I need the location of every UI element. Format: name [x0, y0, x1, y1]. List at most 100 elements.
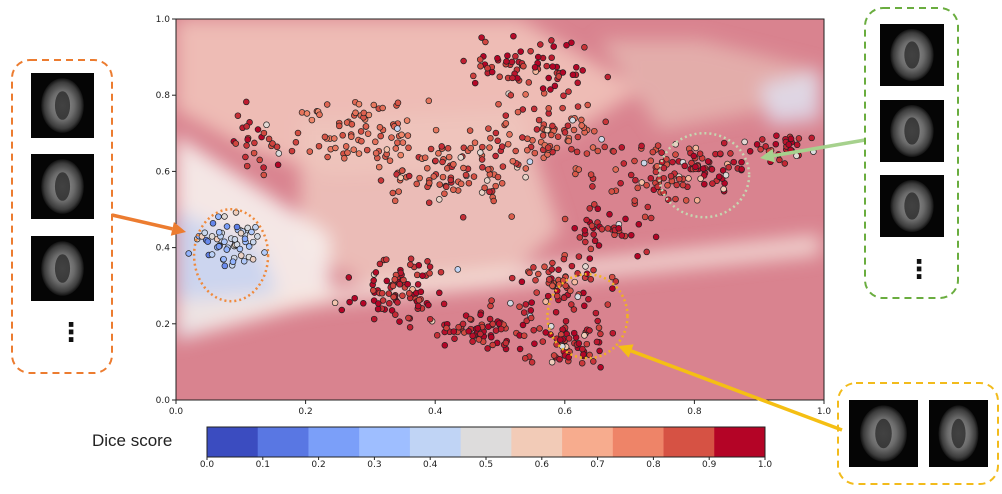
scatter-point [243, 98, 250, 106]
scatter-point [560, 294, 568, 302]
colorbar-tick-label: 0.9 [702, 460, 717, 470]
scatter-point [609, 329, 617, 337]
scatter-point [346, 298, 353, 306]
scatter-point [241, 235, 249, 243]
scatter-point [486, 315, 494, 323]
scatter-point [294, 129, 302, 137]
scatter-point [548, 37, 555, 44]
scatter-point [569, 71, 577, 79]
colorbar-tick-label: 0.6 [535, 460, 550, 470]
scatter-point [229, 258, 237, 265]
scatter-point [363, 146, 371, 154]
scatter-point [583, 340, 591, 348]
scatter-point [587, 171, 595, 178]
scatter-point [561, 215, 569, 223]
scatter-point [573, 64, 580, 71]
scatter-point [403, 117, 411, 124]
y-tick-label: 0.6 [156, 167, 171, 177]
scatter-points [185, 32, 817, 371]
scatter-point [550, 352, 558, 359]
scatter-point [379, 297, 387, 304]
scatter-point [376, 124, 384, 131]
scatter-point [374, 305, 382, 313]
colorbar-title: Dice score [92, 431, 173, 450]
scatter-point [261, 249, 268, 256]
scatter-point [251, 139, 258, 147]
colorbar-swatch [257, 427, 309, 457]
scatter-point [563, 41, 570, 49]
scatter-point [618, 232, 626, 239]
scatter-point [590, 358, 597, 365]
scatter-point [667, 172, 675, 180]
scatter-point [372, 138, 379, 146]
scatter-point [377, 177, 385, 184]
scatter-point [490, 197, 497, 205]
scatter-point [494, 55, 501, 62]
scatter-point [388, 307, 396, 314]
scatter-point [602, 118, 609, 126]
scatter-point [565, 88, 572, 95]
scatter-point [519, 134, 526, 141]
scatter-point [372, 269, 380, 276]
scatter-point [383, 277, 391, 285]
scatter-point [426, 315, 434, 323]
scatter-point [499, 163, 507, 170]
scatter-point [522, 165, 530, 172]
orange-panel-ellipsis: ⋮ [58, 318, 84, 348]
scatter-point [437, 268, 445, 276]
scatter-point [652, 168, 660, 176]
scatter-point [564, 122, 572, 129]
scatter-point [208, 233, 216, 240]
scatter-point [535, 270, 542, 278]
x-tick-label: 0.8 [687, 407, 702, 417]
scatter-point [759, 136, 766, 143]
scatter-point [376, 260, 384, 268]
scatter-point [344, 149, 351, 156]
scatter-point [720, 139, 728, 147]
scatter-point [425, 97, 433, 105]
scatter-point [378, 290, 386, 297]
scatter-point [582, 238, 589, 246]
scatter-point [530, 105, 538, 113]
scatter-point [565, 137, 572, 145]
scatter-point [243, 162, 251, 170]
scatter-point [331, 299, 339, 307]
scatter-point [496, 73, 503, 81]
scatter-point [321, 133, 329, 141]
scatter-point [549, 122, 556, 130]
scatter-point [482, 38, 489, 46]
scatter-point [553, 144, 561, 152]
scatter-point [594, 147, 602, 155]
scatter-point [537, 41, 544, 48]
scatter-point [506, 131, 513, 138]
scatter-point [553, 292, 561, 300]
x-tick-label: 0.6 [558, 407, 573, 417]
scatter-point [377, 132, 384, 140]
scatter-point [521, 355, 529, 362]
scatter-point [443, 324, 450, 332]
scatter-point [620, 160, 628, 167]
scatter-point [762, 143, 769, 150]
scatter-point [386, 300, 393, 307]
orange-thumb-2-ventricle [54, 172, 71, 201]
scatter-point [644, 203, 652, 211]
colorbar-swatch [511, 427, 563, 457]
scatter-point [543, 62, 550, 70]
green-thumb-3-ventricle [904, 192, 920, 220]
scatter-point [578, 122, 585, 129]
scatter-point [385, 290, 393, 297]
scatter-point [575, 340, 583, 347]
scatter-point [484, 166, 492, 173]
scatter-point [574, 79, 581, 87]
scatter-point [571, 278, 578, 286]
scatter-point [215, 213, 222, 220]
colorbar: 0.0 0.1 0.2 0.3 0.4 0.5 0.6 0.7 0.8 0.9 1.0 [200, 426, 772, 470]
scatter-point [609, 285, 616, 292]
scatter-point [392, 311, 399, 318]
scatter-point [604, 225, 612, 232]
scatter-point [795, 135, 803, 142]
scatter-point [574, 103, 582, 110]
scatter-point [589, 183, 596, 190]
orange-panel [11, 59, 113, 374]
scatter-point [547, 86, 554, 93]
